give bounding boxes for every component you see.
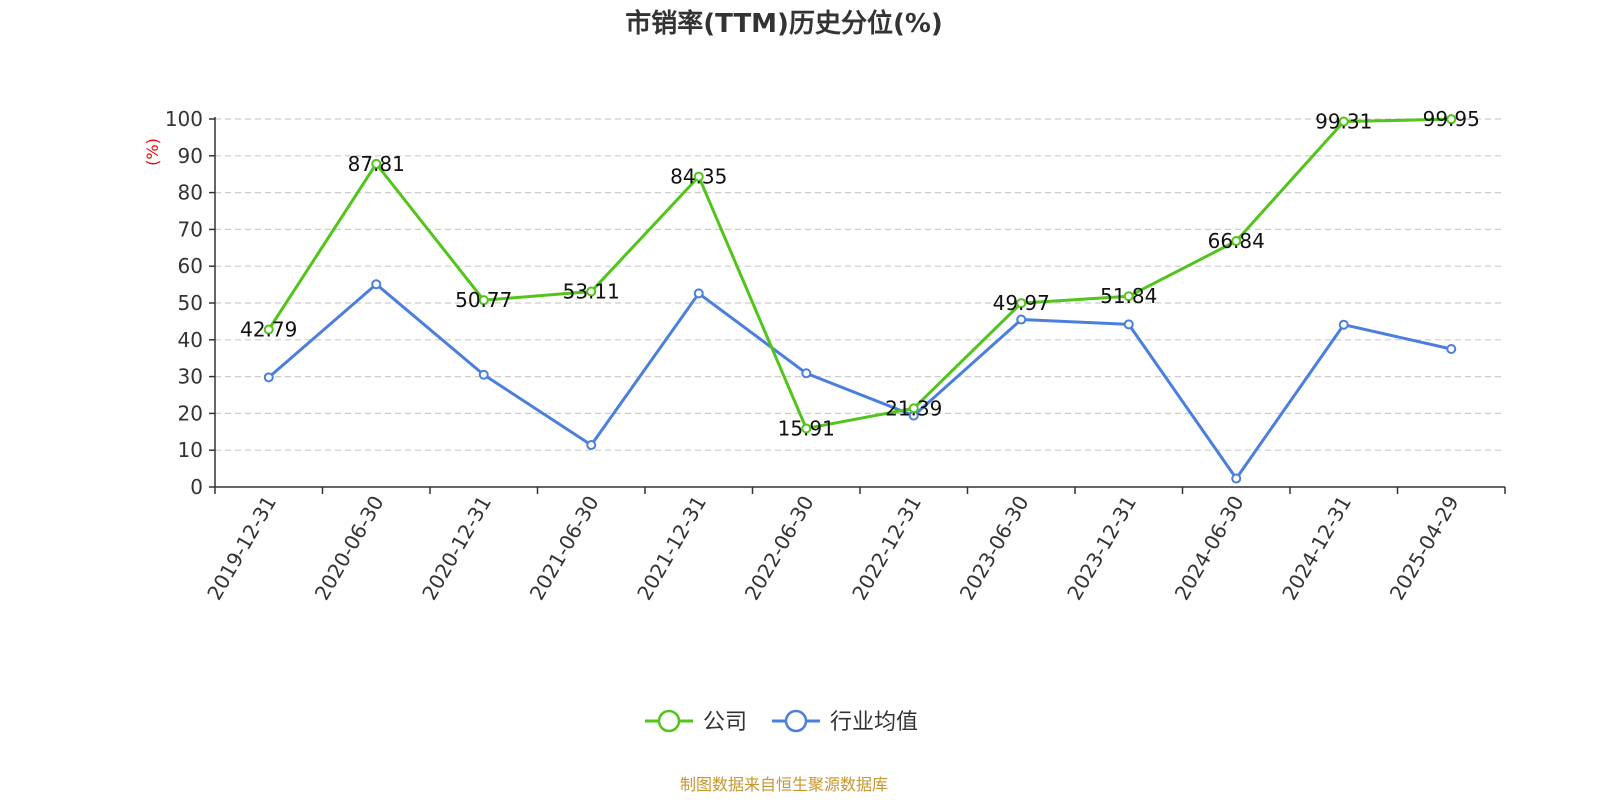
x-tick-labels: 2019-12-31 2020-06-30 2020-12-31 2021-06-30… (202, 492, 1463, 605)
y-tick-label: 20 (178, 401, 203, 425)
data-point (693, 288, 704, 299)
data-point (1016, 314, 1027, 325)
data-label: 50.77 (455, 288, 512, 312)
x-tick-label: 2024-06-30 (1170, 492, 1249, 605)
data-label: 53.11 (563, 280, 620, 304)
y-tick-labels: 0 10 20 30 40 50 60 70 80 90 100 (165, 107, 203, 499)
legend-item-industry-average[interactable]: 行业均值 (772, 709, 918, 735)
series-line (267, 282, 1452, 481)
x-tick-label: 2024-12-31 (1277, 492, 1356, 605)
data-point (263, 372, 274, 383)
data-point (1446, 344, 1457, 354)
data-label: 87.81 (348, 152, 405, 176)
data-labels: 42.79 87.81 50.77 53.11 84.35 15.91 21.39 49.97… (240, 107, 1480, 440)
x-tick-label: 2022-12-31 (847, 492, 926, 605)
x-tick-label: 2023-12-31 (1062, 492, 1141, 605)
x-tick-label: 2022-06-30 (740, 492, 819, 605)
data-point (263, 324, 274, 335)
legend-marker (657, 709, 681, 733)
data-label: 66.84 (1208, 229, 1265, 253)
y-tick-label: 100 (165, 107, 203, 131)
data-label: 99.31 (1315, 110, 1372, 134)
y-tick-label: 70 (178, 217, 203, 241)
x-tick-label: 2019-12-31 (202, 492, 281, 605)
series-industry-average (263, 279, 1457, 484)
data-label: 42.79 (240, 318, 297, 342)
data-point (1123, 291, 1134, 302)
x-tick-label: 2021-12-31 (632, 492, 711, 605)
series-layer (263, 114, 1457, 484)
data-point (371, 158, 382, 169)
y-tick-label: 60 (178, 254, 203, 278)
x-tick-label: 2023-06-30 (955, 492, 1034, 605)
y-tick-label: 90 (178, 144, 203, 168)
data-point (1123, 319, 1134, 330)
data-point (908, 403, 919, 414)
series-company (263, 114, 1457, 434)
data-label: 15.91 (778, 416, 835, 440)
legend-label: 行业均值 (830, 710, 918, 735)
data-point (801, 368, 812, 379)
y-tick-label: 40 (178, 328, 203, 352)
y-axis-label: (%) (143, 138, 162, 166)
grid-lines (215, 118, 1505, 451)
y-tick-label: 50 (178, 291, 203, 315)
legend-marker (784, 709, 808, 733)
legend: 公司 行业均值 (645, 709, 918, 735)
y-tick-label: 80 (178, 181, 203, 205)
data-label: 99.95 (1423, 107, 1480, 131)
data-label: 84.35 (670, 165, 727, 189)
x-tick-label: 2021-06-30 (525, 492, 604, 605)
data-point (478, 369, 489, 380)
data-point (1231, 473, 1242, 484)
data-point (1338, 319, 1349, 330)
data-point (1231, 236, 1242, 247)
source-note: 制图数据来自恒生聚源数据库 (680, 775, 888, 794)
data-point (1016, 298, 1027, 309)
data-point (586, 286, 597, 297)
data-point (371, 279, 382, 290)
series-line (267, 117, 1452, 430)
axes (209, 117, 1506, 494)
data-label: 49.97 (993, 291, 1050, 315)
chart-title: 市销率(TTM)历史分位(%) (625, 8, 943, 39)
legend-label: 公司 (703, 710, 747, 735)
data-point (586, 440, 597, 451)
y-tick-label: 0 (190, 475, 203, 499)
data-point (478, 295, 489, 306)
data-label: 21.39 (885, 396, 942, 420)
x-tick-label: 2020-12-31 (417, 492, 496, 605)
data-point (801, 423, 812, 434)
y-tick-label: 30 (178, 365, 203, 389)
data-label: 51.84 (1100, 284, 1157, 308)
y-tick-label: 10 (178, 438, 203, 462)
legend-item-company[interactable]: 公司 (645, 709, 747, 735)
data-point (1338, 116, 1349, 127)
x-tick-label: 2020-06-30 (310, 492, 389, 605)
x-tick-label: 2025-04-29 (1385, 492, 1464, 605)
data-point (693, 171, 704, 182)
data-point (1446, 114, 1457, 125)
